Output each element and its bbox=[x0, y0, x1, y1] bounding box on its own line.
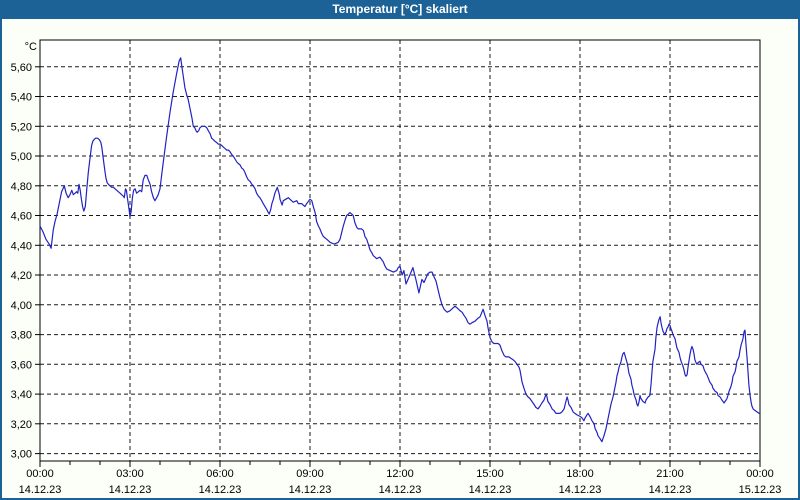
x-tick-time-label: 15:00 bbox=[476, 468, 504, 480]
x-tick-date-label: 14.12.23 bbox=[19, 484, 62, 496]
y-tick-label: 5,00 bbox=[11, 151, 32, 163]
title-bar: Temperatur [°C] skaliert bbox=[0, 0, 800, 19]
x-tick-time-label: 09:00 bbox=[296, 468, 324, 480]
y-tick-label: 3,20 bbox=[11, 419, 32, 431]
y-tick-label: 3,80 bbox=[11, 330, 32, 342]
y-tick-label: 3,60 bbox=[11, 359, 32, 371]
y-tick-label: 3,00 bbox=[11, 449, 32, 461]
x-tick-date-label: 14.12.23 bbox=[289, 484, 332, 496]
y-tick-label: 3,40 bbox=[11, 389, 32, 401]
x-tick-time-label: 18:00 bbox=[566, 468, 594, 480]
x-tick-date-label: 14.12.23 bbox=[559, 484, 602, 496]
y-tick-label: 4,00 bbox=[11, 300, 32, 312]
x-tick-time-label: 00:00 bbox=[746, 468, 774, 480]
y-axis-unit-label: °C bbox=[25, 41, 37, 53]
plot-border bbox=[39, 39, 761, 462]
x-tick-time-label: 03:00 bbox=[116, 468, 144, 480]
y-tick-label: 4,40 bbox=[11, 240, 32, 252]
y-tick-label: 4,60 bbox=[11, 211, 32, 223]
x-tick-date-label: 14.12.23 bbox=[379, 484, 422, 496]
y-tick-label: 4,20 bbox=[11, 270, 32, 282]
x-tick-date-label: 14.12.23 bbox=[469, 484, 512, 496]
x-tick-time-label: 06:00 bbox=[206, 468, 234, 480]
window-title: Temperatur [°C] skaliert bbox=[332, 2, 468, 16]
x-tick-date-label: 15.12.23 bbox=[739, 484, 782, 496]
y-tick-label: 4,80 bbox=[11, 181, 32, 193]
x-tick-date-label: 14.12.23 bbox=[199, 484, 242, 496]
temperature-line bbox=[39, 57, 760, 443]
y-tick-label: 5,20 bbox=[11, 121, 32, 133]
y-tick-label: 5,40 bbox=[11, 92, 32, 104]
x-tick-date-label: 14.12.23 bbox=[109, 484, 152, 496]
x-tick-time-label: 12:00 bbox=[386, 468, 414, 480]
x-tick-time-label: 00:00 bbox=[26, 468, 54, 480]
x-tick-date-label: 14.12.23 bbox=[649, 484, 692, 496]
x-tick-time-label: 21:00 bbox=[656, 468, 684, 480]
y-tick-label: 5,60 bbox=[11, 62, 32, 74]
